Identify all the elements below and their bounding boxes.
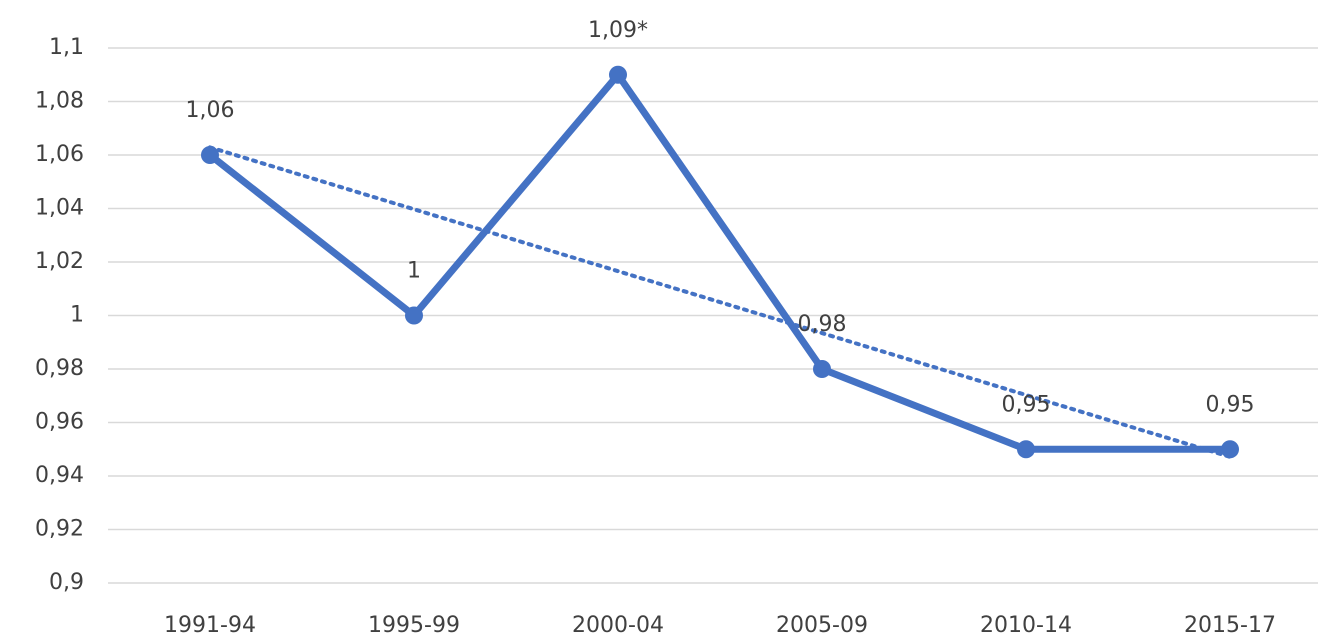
y-tick-label: 1 [70,303,84,328]
data-label: 1,09* [588,18,648,43]
data-point [609,65,627,84]
y-tick-label: 0,92 [35,517,84,542]
y-tick-label: 1,06 [35,142,84,167]
y-tick-label: 1,02 [35,249,84,274]
y-tick-label: 1,1 [49,35,84,60]
data-label: 0,98 [798,312,847,337]
data-point [405,306,423,325]
data-point [1017,440,1035,459]
data-point [1221,440,1239,459]
data-line [207,71,1230,453]
trendline [208,145,1232,459]
data-label: 1 [407,259,421,284]
data-point [201,146,219,164]
x-tick-label: 2000-04 [572,613,664,638]
data-point [813,360,831,378]
x-tick-label: 2015-17 [1184,613,1276,638]
y-tick-label: 0,96 [35,410,84,435]
data-label: 1,06 [186,98,235,123]
y-tick-label: 1,08 [35,89,84,114]
x-tick-label: 2010-14 [980,613,1072,638]
y-tick-label: 0,94 [35,463,84,488]
y-tick-label: 0,98 [35,356,84,381]
y-tick-label: 1,04 [35,196,84,221]
y-tick-label: 0,9 [49,570,84,595]
x-tick-label: 1995-99 [368,613,460,638]
x-tick-label: 1991-94 [164,613,256,638]
data-label: 0,95 [1206,392,1255,417]
data-label: 0,95 [1002,392,1051,417]
x-tick-label: 2005-09 [776,613,868,638]
